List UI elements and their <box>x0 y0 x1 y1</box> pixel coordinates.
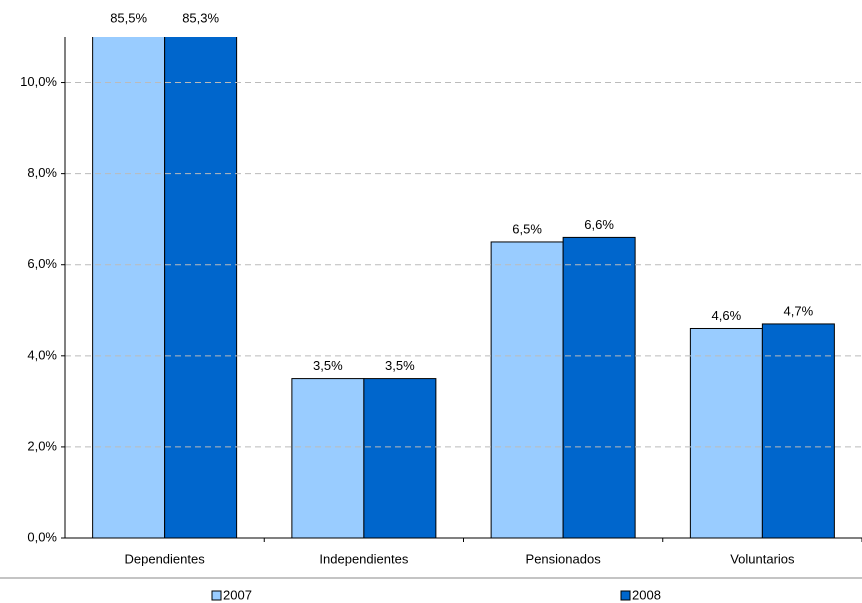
value-label: 4,7% <box>784 303 814 318</box>
legend-label: 2007 <box>223 587 252 602</box>
value-label: 85,5% <box>110 10 147 25</box>
x-tick-label: Pensionados <box>526 551 602 566</box>
x-tick-label: Voluntarios <box>730 551 795 566</box>
y-tick-label: 0,0% <box>27 529 57 544</box>
bar <box>562 236 636 539</box>
bar <box>164 37 238 539</box>
value-label: 3,5% <box>313 358 343 373</box>
y-tick-label: 10,0% <box>20 74 57 89</box>
y-tick-label: 6,0% <box>27 256 57 271</box>
x-tick-label: Dependientes <box>125 551 206 566</box>
plot-area <box>92 37 835 539</box>
y-tick-label: 2,0% <box>27 438 57 453</box>
value-label: 85,3% <box>182 10 219 25</box>
value-label: 3,5% <box>385 358 415 373</box>
bar <box>291 378 365 539</box>
value-label: 4,6% <box>712 308 742 323</box>
x-tick-label: Independientes <box>319 551 408 566</box>
y-tick-label: 4,0% <box>27 347 57 362</box>
bar <box>92 37 166 539</box>
legend-label: 2008 <box>632 587 661 602</box>
legend-swatch <box>211 590 222 601</box>
value-label: 6,6% <box>584 217 614 232</box>
bar <box>490 241 564 539</box>
value-label: 6,5% <box>512 221 542 236</box>
bar <box>363 378 437 539</box>
bar <box>689 327 763 539</box>
legend-swatch <box>620 590 631 601</box>
y-tick-label: 8,0% <box>27 165 57 180</box>
